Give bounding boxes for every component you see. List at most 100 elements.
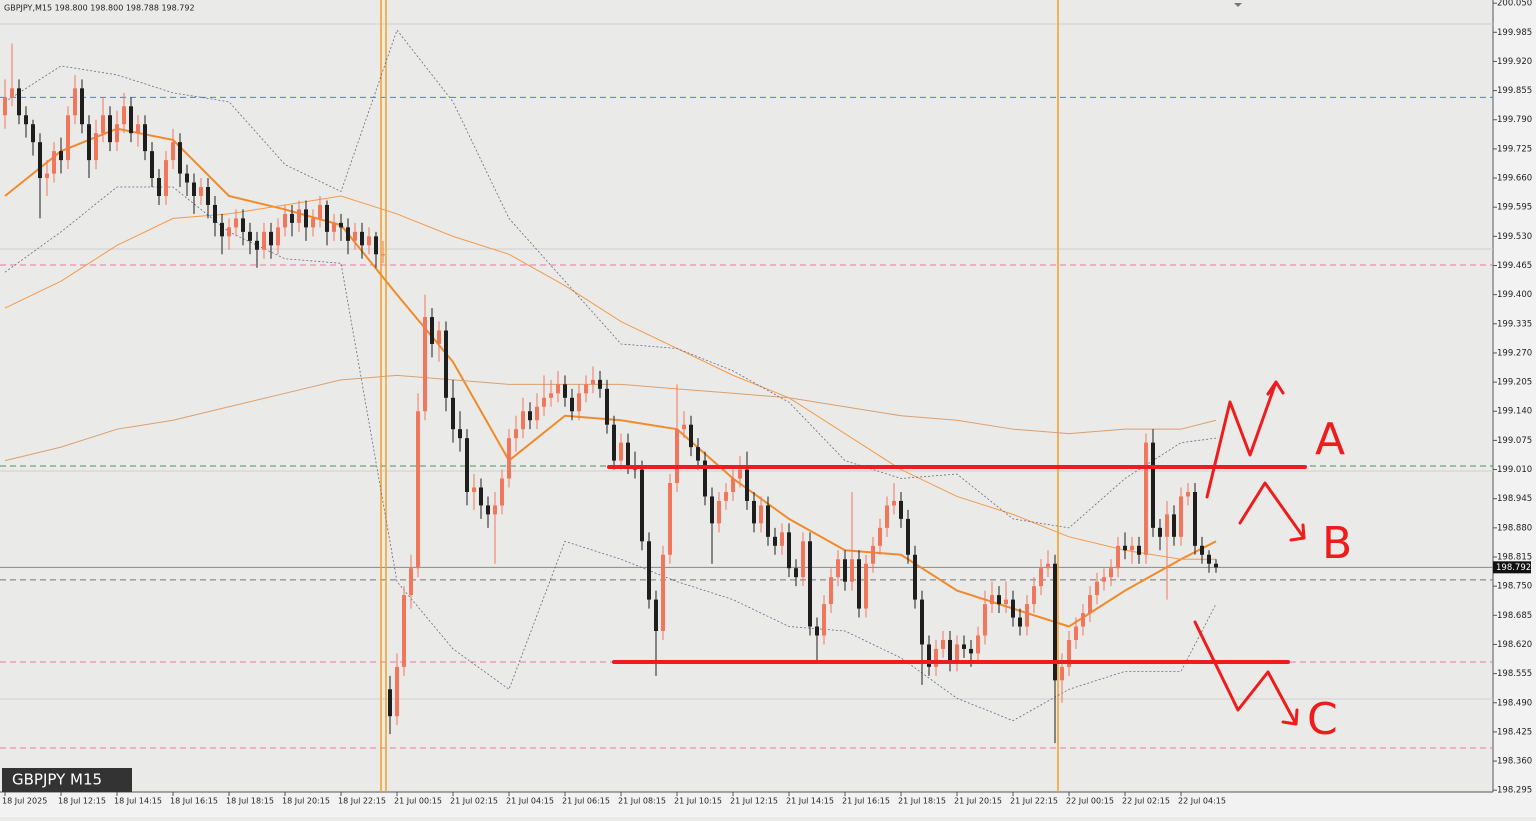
candle-body	[1116, 545, 1120, 569]
candle-body	[899, 500, 903, 519]
candle-body	[353, 231, 357, 241]
candle-body	[920, 599, 924, 645]
candle-body	[199, 187, 203, 196]
candle-body	[479, 487, 483, 506]
y-tick-label: 199.400	[1497, 290, 1532, 300]
candle-body	[430, 317, 434, 344]
candle-body	[1060, 666, 1064, 681]
candle-body	[1102, 577, 1106, 582]
y-tick-label: 198.295	[1497, 786, 1532, 796]
candle-body	[759, 505, 763, 524]
candle-body	[276, 227, 280, 246]
candle-body	[143, 124, 147, 152]
candle-body	[661, 554, 665, 631]
x-tick-label: 18 Jul 14:15	[114, 797, 162, 806]
candle-body	[437, 330, 441, 344]
candle-body	[500, 478, 504, 506]
x-tick-label: 18 Jul 16:15	[170, 797, 218, 806]
x-tick-label: 22 Jul 02:15	[1122, 797, 1170, 806]
x-tick-label: 22 Jul 00:15	[1066, 797, 1114, 806]
candle-body	[136, 124, 140, 134]
candle-body	[185, 173, 189, 183]
candle-body	[640, 469, 644, 542]
candle-body	[1032, 586, 1036, 605]
last-price-label: 198.792	[1496, 563, 1531, 573]
candle-body	[213, 204, 217, 223]
candle-body	[1214, 563, 1218, 568]
y-tick-label: 199.725	[1497, 144, 1532, 154]
candle-body	[1158, 527, 1162, 537]
candle-body	[591, 379, 595, 385]
candle-body	[1081, 613, 1085, 627]
candle-body	[871, 545, 875, 564]
candles	[3, 43, 1218, 744]
candle-body	[745, 469, 749, 501]
candle-body	[402, 595, 406, 667]
candle-body	[52, 151, 56, 174]
x-tick-label: 21 Jul 22:15	[1010, 797, 1058, 806]
candle-body	[710, 496, 714, 524]
candle-body	[255, 240, 259, 250]
drawings	[607, 380, 1307, 726]
y-tick-label: 198.555	[1497, 669, 1532, 679]
last-price-box	[1493, 561, 1531, 574]
x-tick-label: 21 Jul 12:15	[730, 797, 778, 806]
candle-body	[1137, 545, 1141, 555]
candle-body	[906, 518, 910, 555]
candle-body	[1088, 595, 1092, 614]
candle-body	[206, 187, 210, 205]
candle-body	[619, 442, 623, 461]
candle-body	[332, 222, 336, 232]
y-tick-label: 199.790	[1497, 115, 1532, 125]
candle-body	[892, 500, 896, 506]
candle-body	[969, 648, 973, 654]
x-tick-label: 21 Jul 16:15	[842, 797, 890, 806]
y-tick-label: 198.945	[1497, 494, 1532, 504]
candle-body	[1130, 545, 1134, 551]
candle-body	[1074, 626, 1078, 640]
candle-body	[787, 532, 791, 569]
candle-body	[101, 115, 105, 134]
candle-body	[17, 88, 21, 116]
candle-body	[801, 541, 805, 578]
candle-body	[598, 379, 602, 389]
candle-body	[1004, 599, 1008, 605]
candle-body	[472, 487, 476, 492]
candle-body	[1053, 563, 1057, 681]
candle-body	[381, 254, 385, 256]
candle-body	[941, 639, 945, 649]
candle-body	[388, 689, 392, 717]
candle-body	[780, 532, 784, 546]
candle-body	[458, 429, 462, 439]
x-tick-label: 22 Jul 04:15	[1178, 797, 1226, 806]
y-tick-label: 198.425	[1497, 727, 1532, 737]
y-tick-label: 199.075	[1497, 436, 1532, 446]
candle-body	[507, 438, 511, 479]
candle-body	[31, 124, 35, 143]
candle-body	[311, 218, 315, 228]
candle-body	[514, 429, 518, 439]
candle-body	[626, 442, 630, 466]
candle-body	[766, 505, 770, 537]
candle-body	[1018, 617, 1022, 627]
y-tick-label: 198.685	[1497, 611, 1532, 621]
candle-body	[556, 384, 560, 394]
candle-body	[73, 88, 77, 116]
candle-body	[605, 388, 609, 425]
candle-body	[773, 536, 777, 546]
indicator-line	[4, 186, 1217, 722]
y-tick-label: 198.490	[1497, 698, 1532, 708]
candle-body	[38, 142, 42, 179]
x-tick-label: 18 Jul 18:15	[226, 797, 274, 806]
candle-body	[850, 559, 854, 582]
y-tick-label: 198.750	[1497, 582, 1532, 592]
candle-body	[731, 478, 735, 492]
scenario-arrow	[1193, 620, 1299, 726]
annotation: B	[1322, 518, 1352, 569]
candle-body	[1172, 514, 1176, 537]
candle-body	[976, 635, 980, 654]
candle-body	[857, 559, 861, 609]
candle-body	[409, 568, 413, 596]
candle-body	[689, 424, 693, 448]
